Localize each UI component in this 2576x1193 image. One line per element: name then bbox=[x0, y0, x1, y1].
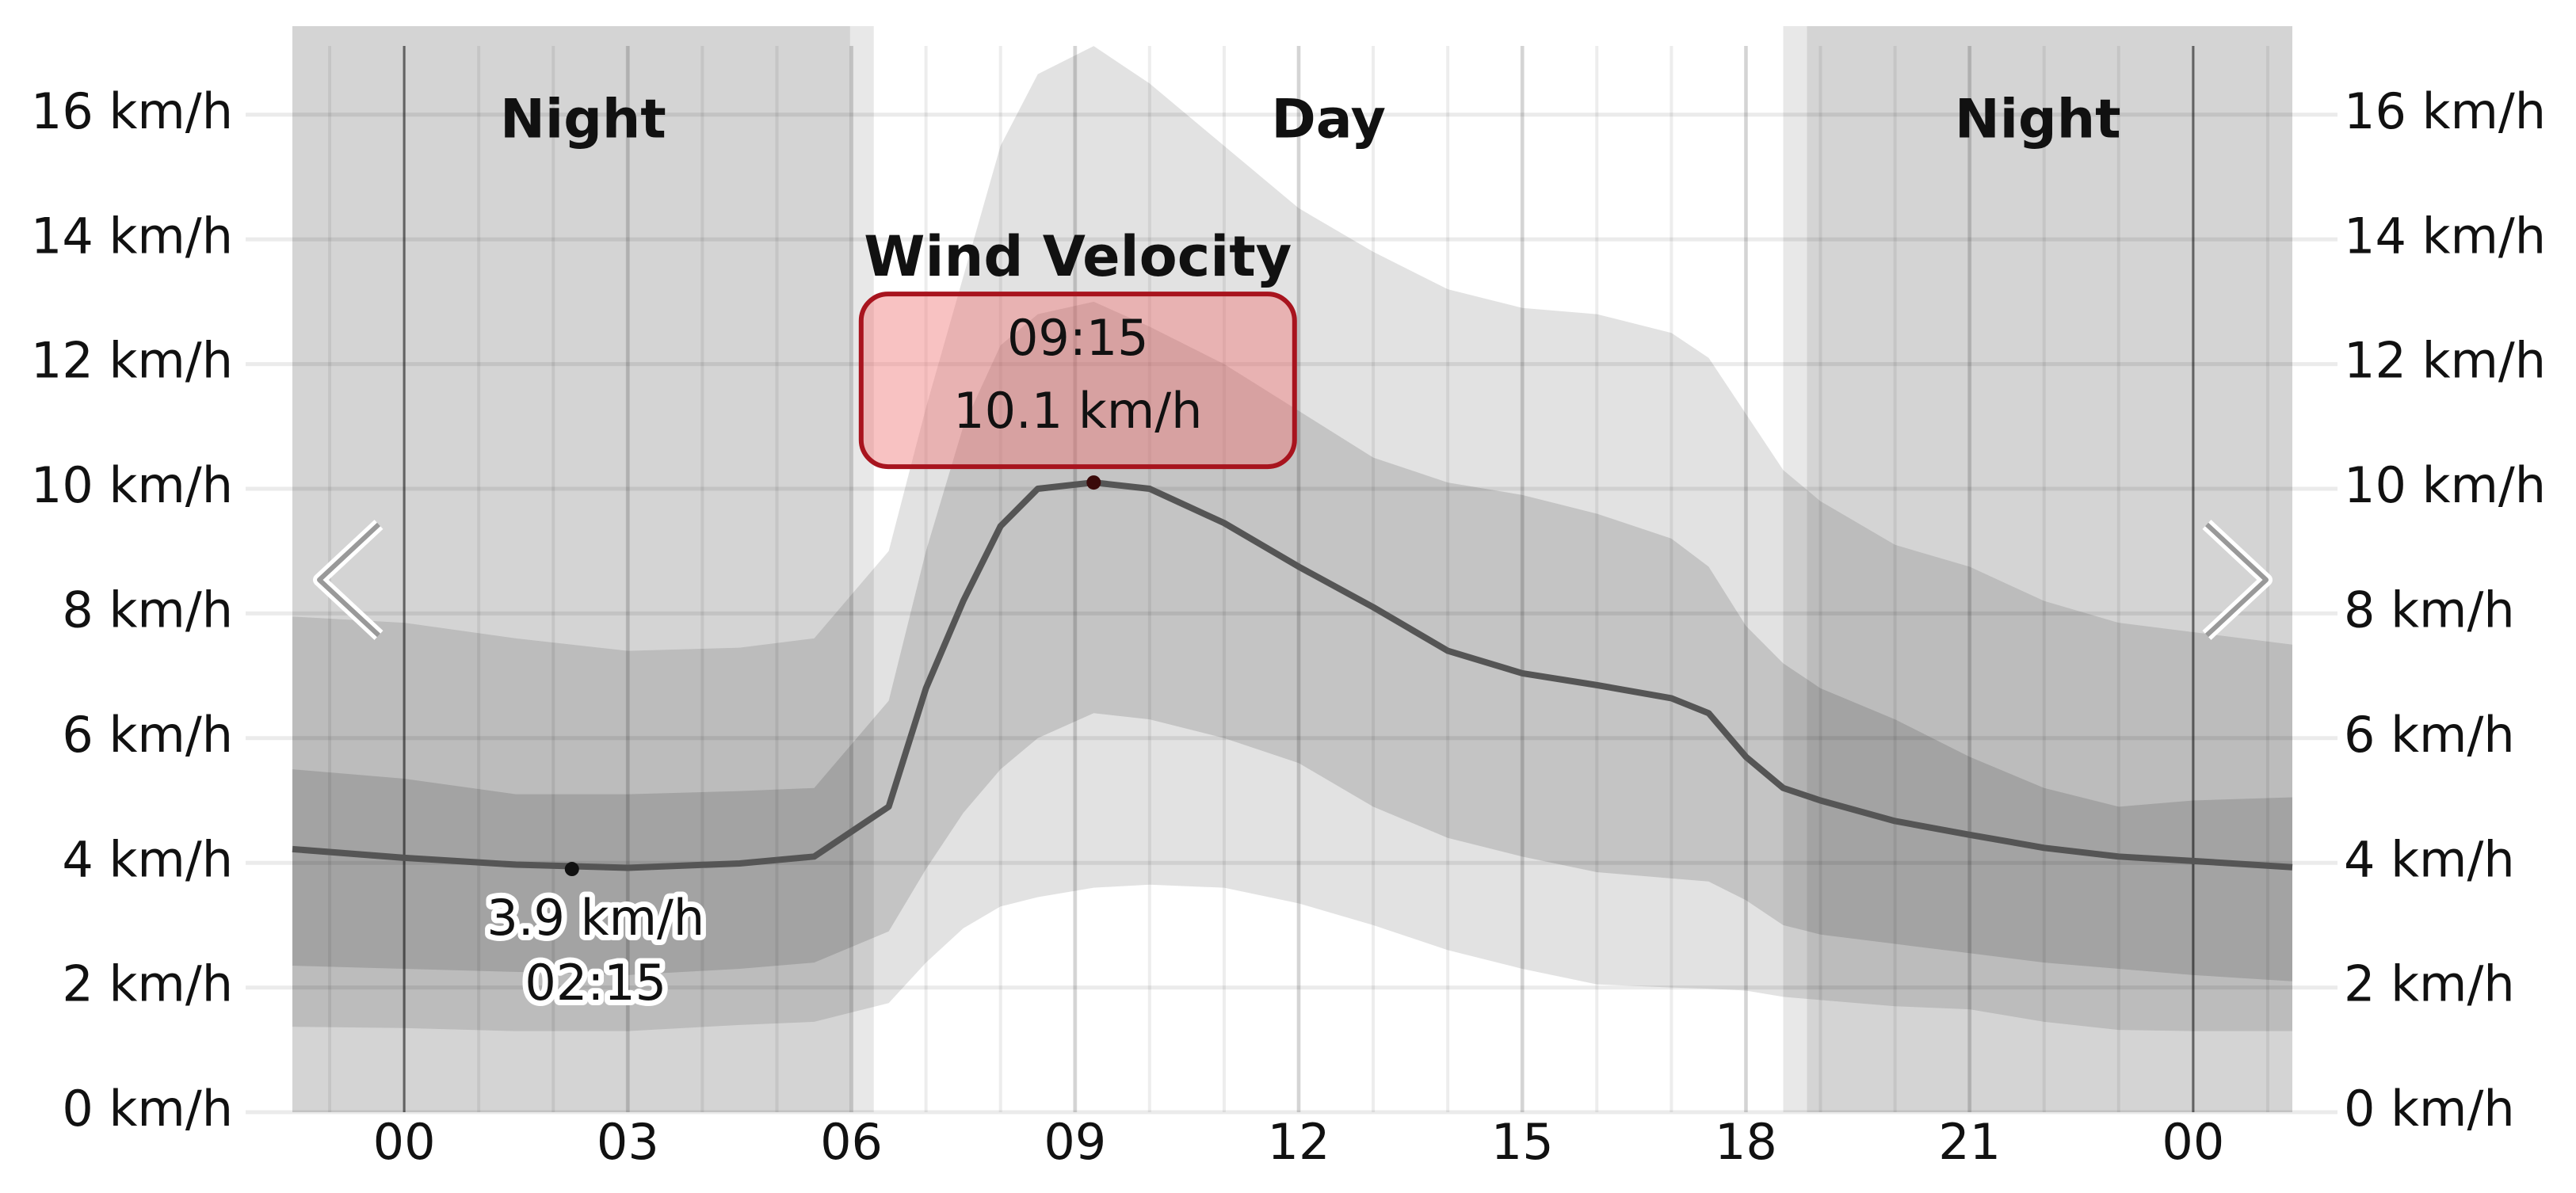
y-tick-label-right: 8 km/h bbox=[2344, 581, 2515, 638]
median-line bbox=[292, 479, 2293, 871]
x-tick-label: 00 bbox=[2162, 1113, 2224, 1171]
grid-layer bbox=[246, 46, 2337, 1115]
y-tick-label-left: 0 km/h bbox=[62, 1080, 233, 1138]
y-tick-label-right: 14 km/h bbox=[2344, 207, 2546, 265]
x-tick-label: 06 bbox=[820, 1113, 883, 1171]
tooltip-title: Wind Velocity bbox=[864, 224, 1292, 289]
x-tick-label: 00 bbox=[373, 1113, 436, 1171]
night-shade bbox=[1807, 26, 2292, 1112]
night-edge bbox=[849, 26, 874, 1112]
tooltip-box bbox=[858, 292, 1297, 470]
x-tick-label: 09 bbox=[1044, 1113, 1106, 1171]
periods-layer bbox=[292, 26, 2292, 1112]
y-tick-label-left: 10 km/h bbox=[31, 456, 233, 514]
min-point bbox=[564, 862, 579, 877]
tooltip-time: 09:15 bbox=[1007, 309, 1149, 367]
y-tick-label-left: 4 km/h bbox=[62, 830, 233, 888]
min-time-label: 02:15 bbox=[525, 954, 666, 1012]
y-tick-label-left: 2 km/h bbox=[62, 955, 233, 1013]
next-arrow[interactable] bbox=[2204, 522, 2269, 638]
text-layer: Night Day Night 00 03 06 09 12 15 18 21 00 0 km/h 0 k… bbox=[31, 82, 2546, 1171]
night-edge bbox=[1783, 26, 1807, 1112]
line-layer bbox=[292, 479, 2293, 877]
tooltip-point bbox=[1086, 475, 1101, 490]
night-shade bbox=[292, 26, 850, 1112]
band bbox=[292, 301, 2292, 981]
x-tick-label: 18 bbox=[1715, 1113, 1777, 1171]
y-tick-label-left: 12 km/h bbox=[31, 332, 233, 390]
period-label: Night bbox=[500, 89, 666, 151]
y-tick-label-right: 0 km/h bbox=[2344, 1080, 2515, 1138]
y-tick-label-right: 4 km/h bbox=[2344, 830, 2515, 888]
y-tick-label-right: 16 km/h bbox=[2344, 82, 2546, 140]
y-tick-label-left: 8 km/h bbox=[62, 581, 233, 638]
y-tick-label-right: 6 km/h bbox=[2344, 706, 2515, 764]
prev-arrow[interactable] bbox=[317, 522, 381, 638]
y-tick-label-left: 6 km/h bbox=[62, 706, 233, 764]
period-label: Night bbox=[1955, 89, 2121, 151]
bands-layer bbox=[292, 46, 2292, 1031]
x-tick-label: 15 bbox=[1491, 1113, 1554, 1171]
period-label: Day bbox=[1271, 89, 1386, 151]
y-tick-label-right: 10 km/h bbox=[2344, 456, 2546, 514]
y-tick-label-right: 2 km/h bbox=[2344, 955, 2515, 1013]
x-tick-label: 03 bbox=[597, 1113, 659, 1171]
x-tick-label: 21 bbox=[1938, 1113, 2001, 1171]
y-tick-label-left: 16 km/h bbox=[31, 82, 233, 140]
min-value-label: 3.9 km/h bbox=[487, 889, 704, 947]
x-tick-label: 12 bbox=[1268, 1113, 1330, 1171]
y-tick-label-left: 14 km/h bbox=[31, 207, 233, 265]
tooltip-value: 10.1 km/h bbox=[953, 382, 1202, 440]
y-tick-label-right: 12 km/h bbox=[2344, 332, 2546, 390]
